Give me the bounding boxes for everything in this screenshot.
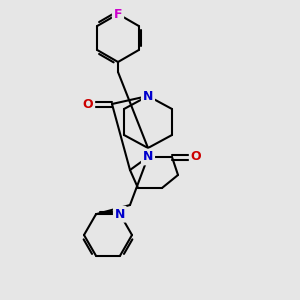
Text: O: O: [191, 151, 201, 164]
Text: N: N: [115, 208, 125, 221]
Text: N: N: [143, 151, 153, 164]
Text: N: N: [143, 89, 153, 103]
Text: O: O: [83, 98, 93, 110]
Text: F: F: [114, 8, 122, 20]
